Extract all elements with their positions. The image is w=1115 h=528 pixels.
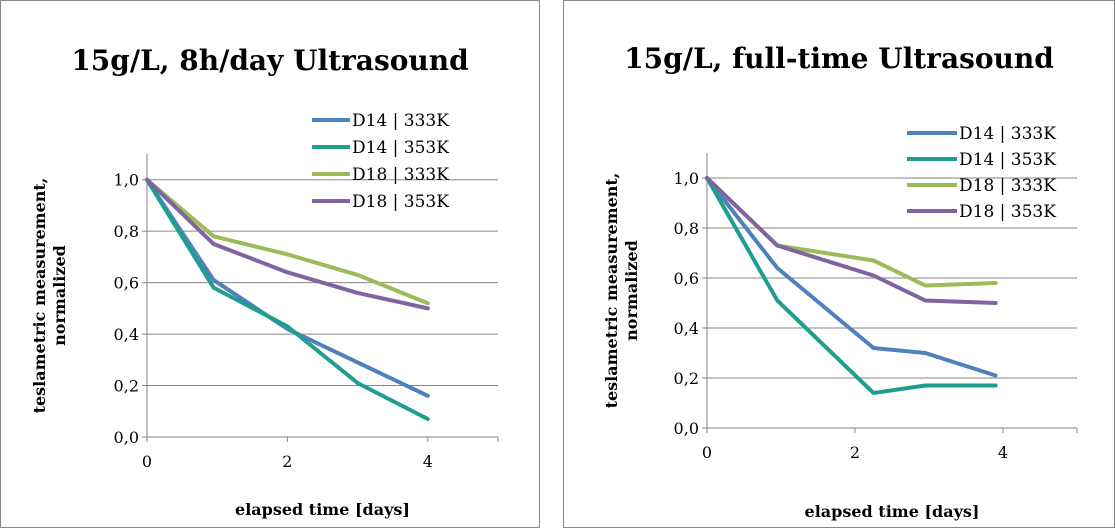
- x-axis-title: elapsed time [days]: [235, 500, 410, 519]
- y-tick-label: 0,6: [114, 274, 139, 293]
- y-tick-label: 0,2: [674, 369, 699, 388]
- x-tick-label: 0: [142, 452, 152, 471]
- legend-label: D14 | 333K: [352, 111, 449, 131]
- chart-panel-left: 15g/L, 8h/day Ultrasound 0,0 0,2 0,4 0,6 0,8 1…: [0, 0, 540, 528]
- legend-label: D14 | 333K: [959, 124, 1056, 144]
- legend-label: D14 | 353K: [352, 138, 449, 158]
- series-line: [705, 176, 998, 395]
- legend-label: D18 | 353K: [959, 202, 1056, 222]
- y-tick-label: 1,0: [674, 169, 699, 188]
- legend-label: D18 | 333K: [959, 176, 1056, 196]
- y-tick-label: 0,0: [114, 428, 139, 447]
- legend-label: D18 | 333K: [352, 165, 449, 185]
- legend-label: D18 | 353K: [352, 192, 449, 212]
- y-tick-label: 1,0: [114, 171, 139, 190]
- y-tick-label: 0,2: [114, 377, 139, 396]
- y-tick-label: 0,0: [674, 419, 699, 438]
- series-line: [145, 177, 430, 421]
- legend-label: D14 | 353K: [959, 150, 1056, 170]
- chart-title: 15g/L, 8h/day Ultrasound: [71, 44, 468, 77]
- x-tick-label: 2: [282, 452, 292, 471]
- y-axis-title: teslametric measurement,: [30, 178, 49, 414]
- chart-title: 15g/L, full-time Ultrasound: [624, 42, 1054, 75]
- y-axis-title: teslametric measurement,: [602, 173, 621, 409]
- x-tick-label: 0: [702, 443, 712, 462]
- chart-left-svg: 15g/L, 8h/day Ultrasound 0,0 0,2 0,4 0,6 0,8 1…: [0, 0, 540, 528]
- y-tick-label: 0,8: [674, 219, 699, 238]
- series-line: [145, 177, 430, 306]
- y-tick-label: 0,4: [674, 319, 699, 338]
- y-tick-label: 0,6: [674, 269, 699, 288]
- y-axis-title: normalized: [50, 245, 69, 346]
- y-tick-label: 0,4: [114, 325, 139, 344]
- y-axis-title: normalized: [622, 240, 641, 341]
- series-line: [705, 176, 998, 378]
- series-line: [145, 177, 430, 311]
- x-tick-label: 2: [850, 443, 860, 462]
- x-tick-label: 4: [423, 452, 433, 471]
- x-axis-title: elapsed time [days]: [805, 502, 980, 521]
- chart-right-svg: 15g/L, full-time Ultrasound 0,0 0,2 0,4 0,6 0…: [563, 0, 1115, 528]
- series-line: [145, 177, 430, 398]
- y-tick-label: 0,8: [114, 222, 139, 241]
- x-tick-label: 4: [998, 443, 1008, 462]
- series-line: [705, 176, 998, 305]
- chart-panel-right: 15g/L, full-time Ultrasound 0,0 0,2 0,4 0,6 0…: [563, 0, 1115, 528]
